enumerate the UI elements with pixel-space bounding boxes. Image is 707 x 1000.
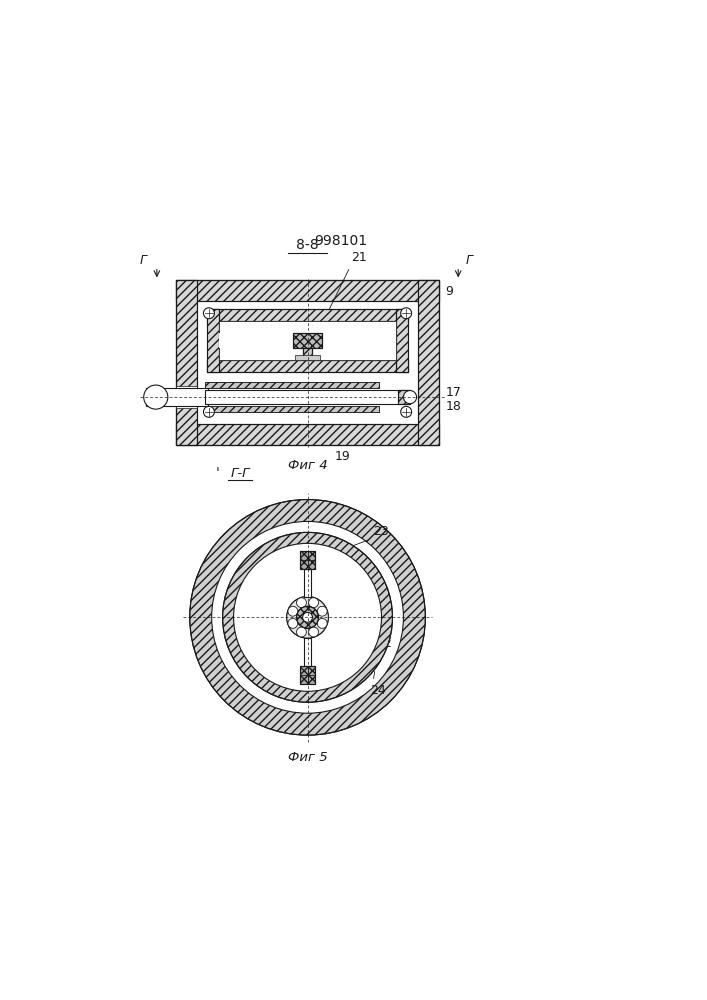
Circle shape: [233, 543, 382, 691]
Text: Г: Г: [140, 254, 146, 267]
Circle shape: [287, 597, 328, 638]
Bar: [303, 348, 312, 360]
Circle shape: [189, 500, 426, 735]
Circle shape: [288, 618, 298, 628]
Text: 17: 17: [445, 386, 462, 399]
Text: 18: 18: [445, 400, 462, 413]
Text: 24: 24: [370, 671, 386, 697]
Bar: [176, 424, 439, 445]
Bar: [398, 390, 410, 404]
Bar: [300, 551, 315, 569]
Bar: [397, 309, 409, 372]
Bar: [205, 382, 379, 388]
Bar: [218, 333, 293, 348]
Circle shape: [287, 597, 328, 638]
Bar: [206, 309, 218, 372]
Bar: [303, 348, 312, 360]
Bar: [218, 321, 397, 360]
Text: Г: Г: [466, 254, 473, 267]
Bar: [176, 280, 439, 445]
Text: 21: 21: [317, 251, 367, 334]
Bar: [176, 280, 439, 301]
Text: 22: 22: [320, 637, 392, 671]
Bar: [322, 333, 397, 348]
Circle shape: [144, 385, 168, 409]
Bar: [197, 301, 419, 424]
Circle shape: [309, 627, 319, 637]
Bar: [300, 666, 315, 684]
Circle shape: [223, 532, 392, 702]
Circle shape: [204, 406, 214, 417]
Bar: [397, 309, 409, 372]
Bar: [176, 424, 439, 445]
Text: Г-Г: Г-Г: [231, 467, 250, 480]
Text: 19: 19: [335, 450, 351, 463]
Circle shape: [309, 598, 319, 608]
Circle shape: [296, 627, 306, 637]
Text: 998101: 998101: [314, 234, 367, 248]
Bar: [176, 280, 197, 445]
Circle shape: [401, 406, 411, 417]
Bar: [176, 280, 197, 445]
Bar: [206, 360, 409, 372]
Bar: [206, 309, 409, 321]
Bar: [146, 388, 208, 406]
Circle shape: [297, 606, 319, 628]
Bar: [176, 386, 197, 408]
Circle shape: [317, 606, 327, 616]
Circle shape: [211, 521, 404, 713]
Bar: [295, 355, 320, 360]
Bar: [300, 551, 315, 569]
Text: Фиг 4: Фиг 4: [288, 459, 328, 472]
Text: Фиг 5: Фиг 5: [288, 751, 328, 764]
Circle shape: [401, 308, 411, 319]
Bar: [419, 280, 439, 445]
Bar: [205, 390, 410, 404]
Bar: [419, 280, 439, 445]
Bar: [205, 406, 379, 412]
Circle shape: [204, 308, 214, 319]
Bar: [176, 280, 439, 301]
Text: ': ': [216, 466, 219, 480]
Bar: [205, 382, 379, 388]
Circle shape: [404, 391, 416, 404]
Circle shape: [288, 606, 298, 616]
Bar: [304, 638, 311, 666]
Bar: [293, 333, 322, 348]
Bar: [300, 666, 315, 684]
Bar: [304, 569, 311, 597]
Circle shape: [303, 612, 312, 622]
Bar: [206, 360, 409, 372]
Circle shape: [297, 606, 319, 628]
Bar: [206, 309, 409, 321]
Circle shape: [317, 618, 327, 628]
Text: 8-8: 8-8: [296, 238, 319, 252]
Bar: [398, 390, 410, 404]
Text: 23: 23: [318, 525, 389, 559]
Bar: [205, 406, 379, 412]
Circle shape: [296, 598, 306, 608]
Text: 9: 9: [445, 285, 453, 298]
Bar: [206, 309, 218, 372]
Bar: [293, 333, 322, 348]
